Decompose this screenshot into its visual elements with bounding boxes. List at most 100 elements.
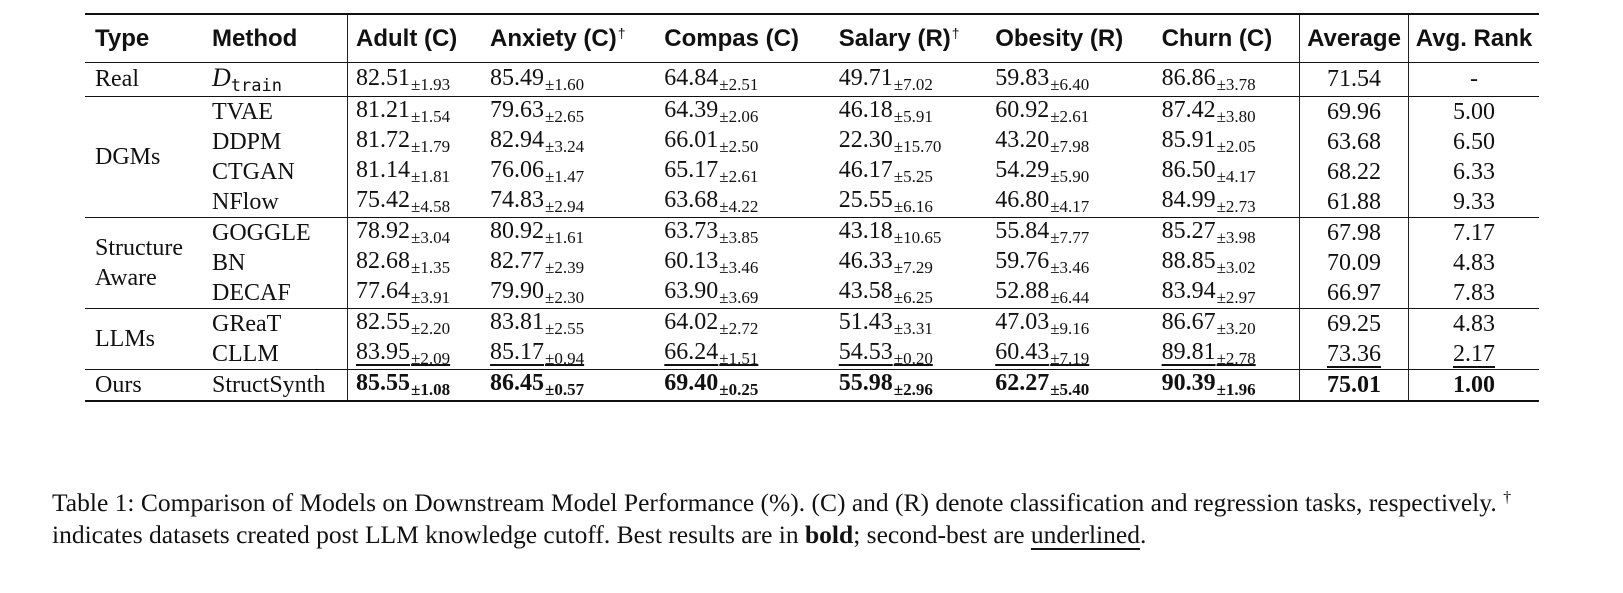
score-value: 62.27 <box>995 370 1050 396</box>
table-row: DDPM 81.72±1.79 82.94±3.24 66.01±2.50 22.30±… <box>85 127 1539 157</box>
header-dataset-adult: Adult (C) <box>347 14 483 63</box>
score-cell: 84.99±2.73 <box>1154 187 1300 218</box>
method-structsynth: StructSynth <box>210 370 348 402</box>
score-value: 69.40 <box>664 370 719 396</box>
score-cell: 52.88±6.44 <box>987 278 1153 309</box>
method-d: Dtrain <box>210 63 348 97</box>
method-label: GOGGLE <box>212 219 311 246</box>
average-value: 71.54 <box>1327 66 1381 92</box>
rank-cell: 7.83 <box>1408 278 1539 309</box>
score: 66.24±1.51 <box>664 339 758 368</box>
rank-cell: 2.17 <box>1408 339 1539 370</box>
score-cell: 65.17±2.61 <box>656 157 830 187</box>
table-row: DECAF 77.64±3.91 79.90±2.30 63.90±3.69 43.58… <box>85 278 1539 309</box>
score-value: 75.42 <box>356 187 410 213</box>
score-value: 89.81 <box>1161 339 1216 365</box>
score-std: ±7.02 <box>893 74 933 94</box>
score-cell: 22.30±15.70 <box>831 127 987 157</box>
caption-text-3: ; second-best are <box>853 520 1031 549</box>
score-std: ±2.39 <box>545 258 585 277</box>
score-value: 79.90 <box>490 278 545 304</box>
score: 43.18±10.65 <box>839 218 942 247</box>
rank-cell: 5.00 <box>1408 96 1539 127</box>
score-value: 65.17 <box>664 157 719 183</box>
score-cell: 89.81±2.78 <box>1154 339 1300 370</box>
caption-underline-word: underlined <box>1030 520 1140 549</box>
score-value: 90.39 <box>1161 370 1216 396</box>
score: 82.55±2.20 <box>356 309 450 338</box>
score: 82.94±3.24 <box>490 127 585 156</box>
score: 47.03±9.16 <box>995 309 1089 338</box>
score-cell: 43.20±7.98 <box>987 127 1153 157</box>
score-std: ±15.70 <box>893 137 942 156</box>
rank-value: 9.33 <box>1453 188 1495 215</box>
score-std: ±1.47 <box>545 167 585 186</box>
score-value: 81.72 <box>356 127 410 153</box>
score-cell: 90.39±1.96 <box>1154 370 1300 402</box>
row-type: Real <box>85 63 210 97</box>
score: 85.27±3.98 <box>1162 218 1256 247</box>
score-std: ±2.72 <box>719 319 759 338</box>
score-value: 43.58 <box>838 278 893 304</box>
score-value: 46.80 <box>995 187 1050 213</box>
score: 81.72±1.79 <box>356 127 450 156</box>
score-value: 82.55 <box>356 309 410 335</box>
score: 83.94±2.97 <box>1162 278 1256 307</box>
average-value: 69.25 <box>1327 310 1381 337</box>
score-cell: 82.77±2.39 <box>482 248 656 278</box>
score: 66.01±2.50 <box>664 127 758 156</box>
score: 87.42±3.80 <box>1162 97 1256 126</box>
score: 86.50±4.17 <box>1162 157 1256 186</box>
score-std: ±6.25 <box>893 288 933 307</box>
score-std: ±2.78 <box>1216 349 1256 368</box>
score-cell: 69.40±0.25 <box>656 370 830 402</box>
score-value: 60.92 <box>995 97 1050 123</box>
score-cell: 88.85±3.02 <box>1154 248 1300 278</box>
score: 82.77±2.39 <box>490 248 585 277</box>
score-std: ±2.09 <box>411 349 451 368</box>
score-cell: 85.55±1.08 <box>347 369 483 401</box>
score-value: 46.18 <box>838 97 893 123</box>
score-std: ±3.80 <box>1216 107 1256 126</box>
score-cell: 60.43±7.19 <box>987 339 1153 370</box>
score-std: ±1.08 <box>411 380 451 399</box>
table-header: Type Method Adult (C) Anxiety (C)† Compa… <box>85 14 1539 63</box>
score: 63.68±4.22 <box>664 187 758 216</box>
score-cell: 86.50±4.17 <box>1154 157 1300 187</box>
method-great: GReaT <box>210 309 348 340</box>
score-cell: 46.18±5.91 <box>831 97 987 128</box>
rank-value: 6.33 <box>1453 158 1495 185</box>
method-label: StructSynth <box>212 371 326 398</box>
average-value: 68.22 <box>1327 158 1381 185</box>
score: 88.85±3.02 <box>1162 248 1256 277</box>
score-value: 85.17 <box>490 339 545 365</box>
score-std: ±3.02 <box>1216 258 1256 277</box>
score-std: ±3.24 <box>545 137 585 156</box>
table-row: LLMs GReaT 82.55±2.20 83.81±2.55 64.02±2.72 5… <box>85 308 1539 352</box>
score-value: 55.98 <box>838 370 893 396</box>
score-std: ±7.19 <box>1050 349 1090 368</box>
row-type: LLMs <box>85 309 210 370</box>
average-cell: 69.96 <box>1299 96 1409 127</box>
average-value: 67.98 <box>1327 219 1381 246</box>
average-cell: 68.22 <box>1299 157 1409 187</box>
score-cell: 47.03±9.16 <box>987 309 1153 340</box>
score-std: ±10.65 <box>893 228 942 247</box>
average-cell: 73.36 <box>1299 339 1409 370</box>
row-type-label: LLMs <box>95 325 155 352</box>
score-value: 83.95 <box>356 339 410 365</box>
row-type-label: Ours <box>95 371 142 398</box>
score-value: 76.06 <box>490 157 545 183</box>
score: 77.64±3.91 <box>356 278 450 307</box>
score: 78.92±3.04 <box>356 218 450 247</box>
score-cell: 46.33±7.29 <box>831 248 987 278</box>
score: 81.14±1.81 <box>356 157 450 186</box>
score-cell: 83.95±2.09 <box>347 339 483 370</box>
method-nflow: NFlow <box>210 187 348 218</box>
score-cell: 59.83±6.40 <box>987 63 1153 97</box>
score-std: ±0.57 <box>545 380 585 399</box>
score: 59.76±3.46 <box>995 248 1089 277</box>
average-cell: 67.98 <box>1299 217 1409 248</box>
score-value: 79.63 <box>490 97 545 123</box>
table-row: CLLM 83.95±2.09 85.17±0.94 66.24±1.51 54.53±… <box>85 339 1539 370</box>
